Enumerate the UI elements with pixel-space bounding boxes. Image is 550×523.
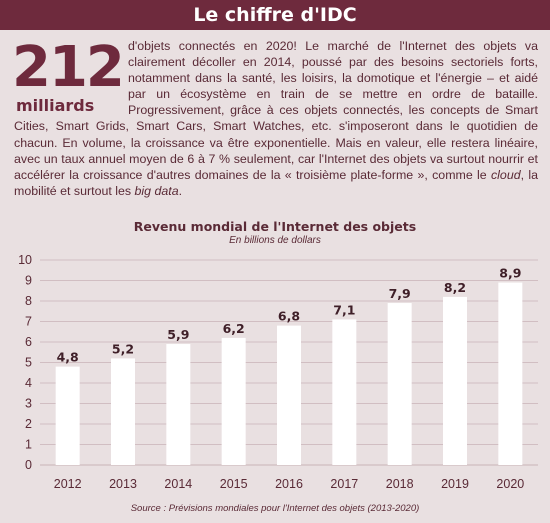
x-tick-label: 2020 (496, 477, 524, 491)
bar-value-label: 6,2 (223, 321, 245, 336)
bar (111, 358, 135, 465)
x-tick-label: 2012 (54, 477, 82, 491)
bar-value-label: 4,8 (57, 350, 79, 365)
bar (221, 337, 246, 465)
y-tick-label: 6 (25, 335, 32, 349)
x-tick-label: 2016 (275, 477, 303, 491)
bar (387, 303, 412, 465)
highlight-unit: milliards (16, 96, 95, 115)
bar (166, 344, 191, 465)
paragraph-em-bigdata: big data (134, 183, 179, 198)
x-tick-label: 2013 (109, 477, 137, 491)
bar (55, 366, 80, 465)
y-tick-label: 7 (25, 315, 32, 329)
highlight-number: 212 (12, 35, 125, 100)
bar-value-label: 5,2 (112, 341, 134, 356)
bar (332, 319, 357, 465)
bar-value-label: 7,1 (333, 302, 355, 317)
y-tick-label: 5 (25, 356, 32, 370)
bar (277, 325, 301, 465)
x-tick-label: 2014 (164, 477, 192, 491)
paragraph-em-cloud: cloud (490, 167, 521, 182)
chart-source: Source : Prévisions mondiales pour l'Int… (130, 503, 420, 514)
y-tick-label: 2 (25, 417, 32, 431)
paragraph-part2: , la mobilité et surtout les (14, 167, 538, 198)
paragraph-part3: . (178, 183, 183, 198)
paragraph-part1: d'objets connectés en 2020! Le marché de… (14, 39, 538, 182)
chart-subtitle: En billions de dollars (229, 235, 321, 246)
y-tick-label: 3 (25, 397, 32, 411)
x-tick-label: 2017 (330, 477, 358, 491)
bar-value-label: 5,9 (167, 327, 189, 342)
y-tick-label: 9 (25, 274, 32, 288)
bar (443, 296, 467, 465)
y-tick-label: 4 (25, 376, 32, 390)
y-tick-label: 10 (18, 253, 32, 267)
y-tick-label: 0 (25, 458, 32, 472)
bar-value-label: 8,9 (499, 266, 521, 281)
bar-chart: 0 1 2 3 4 5 6 7 8 9 10 4,8 2012 5,2 2013 5,9 2014 6,2 2015… (18, 253, 538, 491)
x-tick-label: 2018 (386, 477, 414, 491)
article-paragraph: d'objets connectés en 2020! Le marché de… (14, 38, 538, 199)
chart-title: Revenu mondial de l'Internet des objets (133, 219, 417, 234)
header-title: Le chiffre d'IDC (193, 4, 357, 26)
x-tick-label: 2015 (220, 477, 248, 491)
bar (498, 282, 523, 465)
bar-value-label: 7,9 (389, 286, 411, 301)
header-banner: Le chiffre d'IDC (0, 0, 550, 30)
bar-value-label: 6,8 (278, 309, 300, 324)
x-tick-label: 2019 (441, 477, 469, 491)
y-tick-label: 1 (25, 438, 32, 452)
y-tick-label: 8 (25, 294, 32, 308)
bar-value-label: 8,2 (444, 280, 466, 295)
